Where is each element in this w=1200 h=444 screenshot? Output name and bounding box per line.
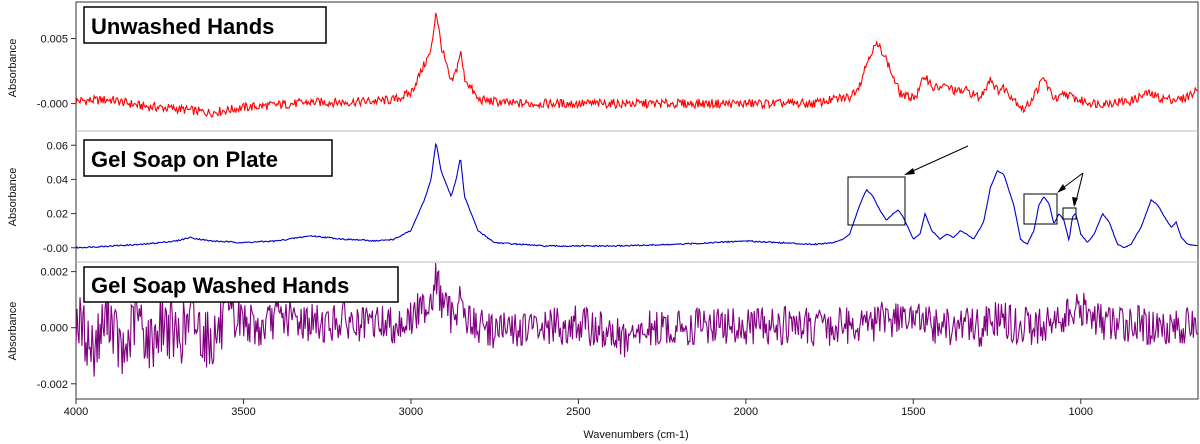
panel-title-gel-soap-plate: Gel Soap on Plate xyxy=(83,139,333,177)
peak-annotations xyxy=(847,145,1084,226)
spectrum-line-1 xyxy=(75,142,1198,249)
spectrum-line-0 xyxy=(75,12,1198,118)
x-tick-label: 3000 xyxy=(399,406,423,418)
panel-title-text: Unwashed Hands xyxy=(91,14,274,39)
panel-title-washed-hands: Gel Soap Washed Hands xyxy=(83,266,399,303)
arrow-head xyxy=(1072,197,1078,207)
panel-title-text: Gel Soap Washed Hands xyxy=(91,273,349,298)
y-tick-label: -0.000 xyxy=(37,99,68,111)
annotation-box xyxy=(1062,207,1077,220)
y-axis-title: Absorbance xyxy=(7,168,19,227)
annotation-box xyxy=(847,176,906,226)
annotation-box xyxy=(1023,193,1058,225)
y-tick-label: 0.000 xyxy=(40,323,68,335)
panel-title-unwashed: Unwashed Hands xyxy=(83,6,327,44)
x-tick-label: 1500 xyxy=(901,406,925,418)
arrow-head xyxy=(904,168,915,175)
x-tick-label: 2000 xyxy=(734,406,758,418)
x-tick-label: 4000 xyxy=(64,406,88,418)
x-axis-title: Wavenumbers (cm-1) xyxy=(583,429,688,441)
y-tick-label: -0.002 xyxy=(37,379,68,391)
spectrum-line-2 xyxy=(75,262,1198,377)
y-tick-label: 0.002 xyxy=(40,267,68,279)
y-tick-label: 0.06 xyxy=(47,140,68,152)
y-axis-title: Absorbance xyxy=(7,302,19,361)
y-axis-title: Absorbance xyxy=(7,39,19,98)
arrow-head xyxy=(1057,184,1066,193)
y-tick-label: -0.00 xyxy=(43,243,68,255)
y-tick-label: 0.02 xyxy=(47,209,68,221)
y-tick-label: 0.005 xyxy=(40,34,68,46)
y-tick-label: 0.04 xyxy=(47,174,68,186)
x-tick-label: 1000 xyxy=(1069,406,1093,418)
plot-frame xyxy=(75,1,1199,400)
annotation-arrow xyxy=(905,145,969,175)
x-tick-label: 3500 xyxy=(231,406,255,418)
x-tick-label: 2500 xyxy=(566,406,590,418)
panel-title-text: Gel Soap on Plate xyxy=(91,147,278,172)
